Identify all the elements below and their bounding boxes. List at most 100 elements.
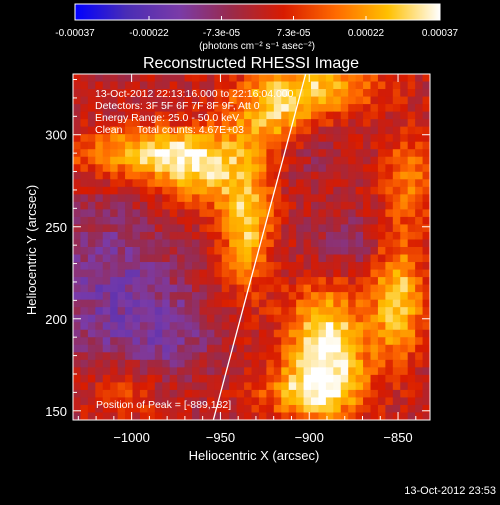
heatmap-cell: [340, 247, 349, 256]
heatmap-cell: [296, 397, 305, 406]
heatmap-cell: [132, 74, 141, 83]
heatmap-cell: [139, 194, 148, 203]
heatmap-cell: [422, 322, 430, 331]
heatmap-cell: [273, 307, 282, 316]
heatmap-cell: [251, 404, 260, 414]
heatmap-cell: [407, 367, 416, 376]
heatmap-cell: [370, 96, 379, 105]
heatmap-cell: [273, 209, 282, 218]
heatmap-cell: [169, 284, 178, 293]
heatmap-cell: [95, 397, 104, 406]
heatmap-cell: [392, 412, 401, 420]
heatmap-cell: [363, 314, 372, 323]
heatmap-cell: [117, 352, 126, 361]
heatmap-cell: [407, 247, 416, 256]
heatmap-cell: [147, 382, 156, 391]
heatmap-cell: [139, 119, 148, 128]
heatmap-cell: [117, 292, 126, 301]
heatmap-cell: [73, 156, 82, 165]
heatmap-cell: [139, 171, 148, 180]
heatmap-cell: [102, 224, 111, 233]
heatmap-cell: [139, 389, 148, 399]
heatmap-cell: [377, 269, 386, 278]
heatmap-cell: [303, 119, 312, 128]
heatmap-cell: [87, 307, 96, 316]
heatmap-cell: [340, 254, 349, 263]
heatmap-cell: [147, 329, 156, 338]
heatmap-cell: [258, 329, 267, 338]
heatmap-cell: [303, 367, 312, 376]
heatmap-cell: [303, 397, 312, 406]
heatmap-cell: [199, 359, 208, 368]
heatmap-cell: [325, 269, 334, 278]
heatmap-cell: [132, 156, 141, 165]
heatmap-cell: [266, 209, 275, 218]
heatmap-cell: [214, 209, 223, 218]
heatmap-cell: [400, 231, 409, 241]
heatmap-cell: [258, 412, 267, 420]
heatmap-cell: [273, 149, 282, 158]
heatmap-cell: [132, 367, 141, 376]
heatmap-cell: [110, 299, 119, 308]
heatmap-cell: [154, 344, 163, 353]
heatmap-cell: [95, 171, 104, 180]
heatmap-cell: [236, 224, 245, 233]
heatmap-cell: [340, 134, 349, 143]
heatmap-cell: [139, 269, 148, 278]
heatmap-cell: [311, 247, 320, 256]
heatmap-cell: [73, 397, 82, 406]
heatmap-cell: [192, 164, 201, 173]
heatmap-cell: [311, 277, 320, 286]
heatmap-cell: [385, 322, 394, 331]
heatmap-cell: [192, 81, 201, 90]
heatmap-cell: [214, 382, 223, 391]
heatmap-cell: [422, 389, 430, 399]
heatmap-cell: [422, 382, 430, 391]
heatmap-cell: [422, 247, 430, 256]
heatmap-cell: [363, 277, 372, 286]
heatmap-cell: [407, 111, 416, 120]
heatmap-cell: [110, 231, 119, 241]
heatmap-cell: [363, 412, 372, 420]
heatmap-cell: [154, 254, 163, 263]
heatmap-cell: [169, 322, 178, 331]
heatmap-cell: [206, 216, 215, 226]
heatmap-cell: [348, 277, 357, 286]
heatmap-cell: [147, 412, 156, 420]
heatmap-cell: [273, 359, 282, 368]
heatmap-cell: [117, 284, 126, 293]
heatmap-cell: [244, 247, 253, 256]
heatmap-cell: [87, 389, 96, 399]
heatmap-cell: [244, 104, 253, 113]
heatmap-cell: [87, 382, 96, 391]
heatmap-cell: [192, 277, 201, 286]
heatmap-cell: [236, 164, 245, 173]
heatmap-cell: [385, 104, 394, 113]
heatmap-cell: [80, 89, 89, 98]
heatmap-cell: [169, 367, 178, 376]
heatmap-cell: [110, 389, 119, 399]
heatmap-cell: [400, 96, 409, 105]
heatmap-cell: [258, 307, 267, 316]
heatmap-cell: [221, 89, 230, 98]
heatmap-cell: [132, 374, 141, 383]
heatmap-cell: [288, 201, 297, 210]
heatmap-cell: [311, 224, 320, 233]
heatmap-cell: [177, 337, 186, 346]
heatmap-cell: [199, 96, 208, 105]
heatmap-cell: [348, 367, 357, 376]
heatmap-cell: [392, 404, 401, 414]
heatmap-cell: [139, 262, 148, 271]
heatmap-cell: [214, 322, 223, 331]
heatmap-cell: [281, 111, 290, 120]
heatmap-cell: [169, 412, 178, 420]
heatmap-cell: [251, 247, 260, 256]
heatmap-cell: [139, 209, 148, 218]
heatmap-cell: [184, 179, 193, 188]
heatmap-cell: [400, 292, 409, 301]
heatmap-cell: [184, 292, 193, 301]
heatmap-cell: [73, 186, 82, 195]
heatmap-cell: [318, 119, 327, 128]
heatmap-cell: [162, 352, 171, 361]
